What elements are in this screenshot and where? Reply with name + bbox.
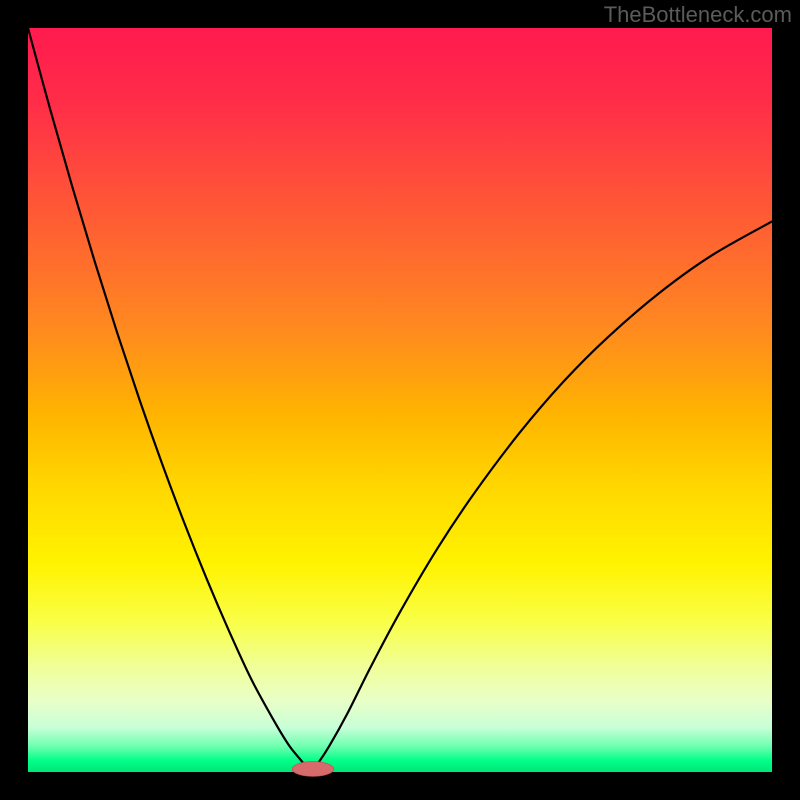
watermark-text: TheBottleneck.com [604,2,792,28]
minimum-marker [292,762,334,777]
chart-container: TheBottleneck.com [0,0,800,800]
bottleneck-chart [0,0,800,800]
